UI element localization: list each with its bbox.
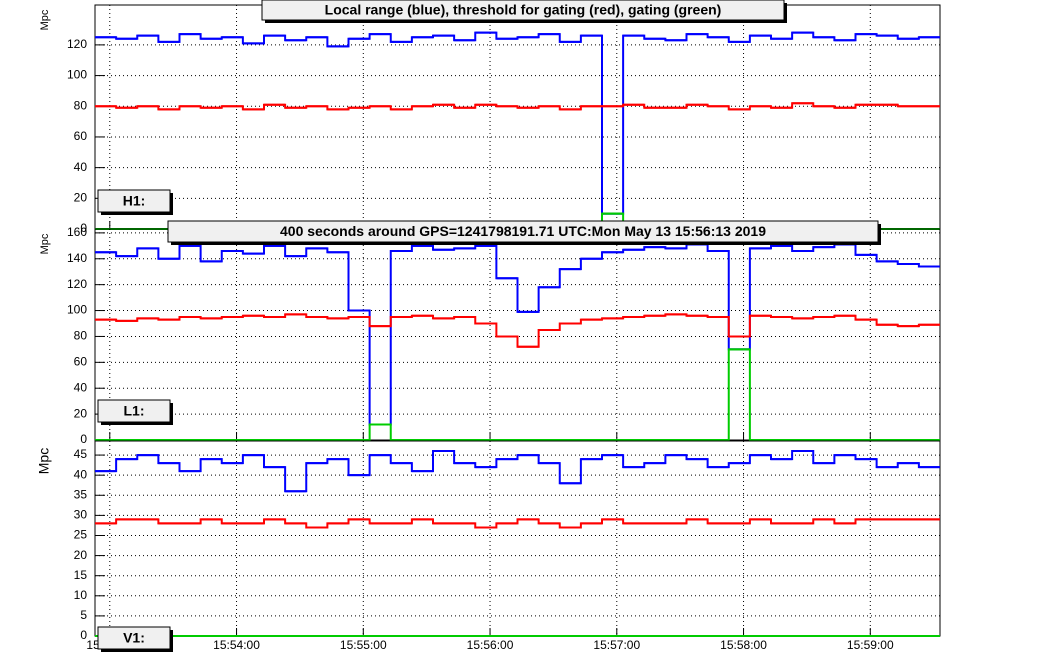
y-tick-label: 20 bbox=[74, 190, 88, 204]
y-tick-label: 0 bbox=[80, 221, 87, 235]
y-tick-label: 25 bbox=[74, 528, 88, 542]
chart-title: Local range (blue), threshold for gating… bbox=[325, 2, 722, 18]
x-tick-label: 15:59:00 bbox=[847, 638, 894, 652]
detector-label: H1: bbox=[123, 193, 146, 209]
y-axis-label: Mpc bbox=[36, 448, 52, 474]
x-tick-label: 15:55:00 bbox=[340, 638, 387, 652]
y-tick-label: 5 bbox=[80, 608, 87, 622]
y-tick-label: 10 bbox=[74, 588, 88, 602]
chart-title: 400 seconds around GPS=1241798191.71 UTC… bbox=[280, 223, 766, 239]
y-tick-label: 120 bbox=[67, 37, 87, 51]
y-tick-label: 20 bbox=[74, 406, 88, 420]
title-box bbox=[167, 220, 879, 243]
y-tick-label: 40 bbox=[74, 467, 88, 481]
step-outline bbox=[95, 243, 940, 426]
step-outline bbox=[95, 348, 940, 441]
y-tick-label: 35 bbox=[74, 487, 88, 501]
y-axis-label: Mpc bbox=[39, 233, 51, 254]
label-box bbox=[97, 189, 171, 213]
x-tick-label: 15:57:00 bbox=[593, 638, 640, 652]
y-tick-label: 60 bbox=[74, 355, 88, 369]
x-tick-label: 15:56:00 bbox=[467, 638, 514, 652]
y-tick-label: 30 bbox=[74, 508, 88, 522]
detector-label: L1: bbox=[124, 403, 145, 419]
label-box bbox=[97, 399, 171, 423]
y-tick-label: 100 bbox=[67, 303, 87, 317]
y-tick-label: 20 bbox=[74, 548, 88, 562]
y-tick-label: 40 bbox=[74, 160, 88, 174]
y-tick-label: 45 bbox=[74, 447, 88, 461]
y-tick-label: 60 bbox=[74, 129, 88, 143]
y-tick-label: 140 bbox=[67, 251, 87, 265]
y-tick-label: 0 bbox=[80, 628, 87, 642]
y-tick-label: 80 bbox=[74, 98, 88, 112]
y-tick-label: 120 bbox=[67, 277, 87, 291]
step-outline bbox=[95, 31, 940, 215]
plot-frame bbox=[94, 440, 941, 637]
y-tick-label: 15 bbox=[74, 568, 88, 582]
y-tick-label: 40 bbox=[74, 380, 88, 394]
x-tick-label: 15:58:00 bbox=[720, 638, 767, 652]
x-tick-label: 15:54:00 bbox=[213, 638, 260, 652]
y-tick-label: 160 bbox=[67, 225, 87, 239]
y-tick-label: 0 bbox=[80, 432, 87, 446]
title-box bbox=[261, 0, 785, 21]
step-outline bbox=[95, 450, 940, 493]
label-box bbox=[97, 626, 171, 650]
y-axis-label: Mpc bbox=[39, 9, 51, 30]
y-tick-label: 80 bbox=[74, 329, 88, 343]
y-tick-label: 100 bbox=[67, 68, 87, 82]
detector-label: V1: bbox=[123, 630, 145, 646]
